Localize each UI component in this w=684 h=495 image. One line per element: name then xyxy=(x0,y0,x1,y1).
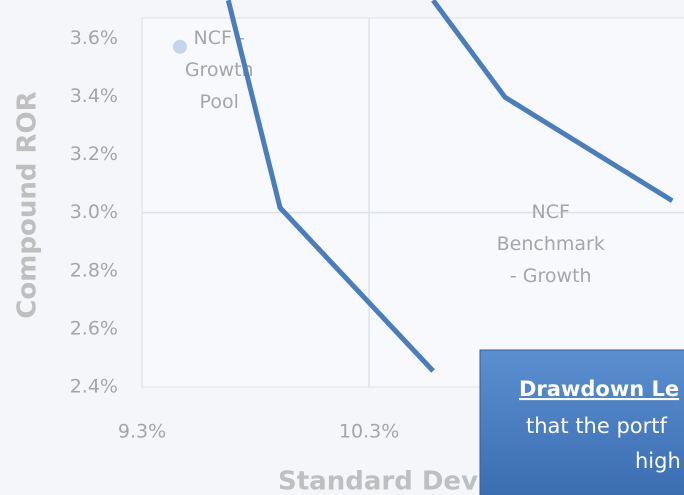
y-tick-label: 3.2% xyxy=(70,143,118,165)
callout-heading: Drawdown Le xyxy=(519,377,679,401)
y-axis-label: Compound ROR xyxy=(13,91,43,318)
annotation: Growth xyxy=(185,59,254,81)
x-tick-label: 9.3% xyxy=(118,421,166,443)
x-axis-label: Standard Devi xyxy=(278,467,487,495)
y-tick-label: 3.4% xyxy=(70,85,118,107)
annotation: Pool xyxy=(200,91,239,113)
plot-area xyxy=(141,17,684,388)
annotation: NCF - xyxy=(194,27,245,49)
annotation: Benchmark xyxy=(497,233,605,255)
callout-box xyxy=(479,349,684,495)
y-tick-label: 2.6% xyxy=(70,317,118,339)
x-tick-label: 10.3% xyxy=(339,421,399,443)
series-line xyxy=(225,0,435,373)
y-tick-label: 3.6% xyxy=(70,27,118,49)
annotation: - Growth xyxy=(510,265,592,287)
scatter-point xyxy=(172,39,187,54)
y-tick-label: 2.4% xyxy=(70,376,118,398)
callout-text: high xyxy=(635,449,681,473)
y-tick-label: 2.8% xyxy=(70,259,118,281)
y-tick-label: 3.0% xyxy=(70,201,118,223)
callout-text: that the portf xyxy=(526,414,668,438)
annotation: NCF xyxy=(532,201,570,223)
series-line xyxy=(431,0,674,203)
